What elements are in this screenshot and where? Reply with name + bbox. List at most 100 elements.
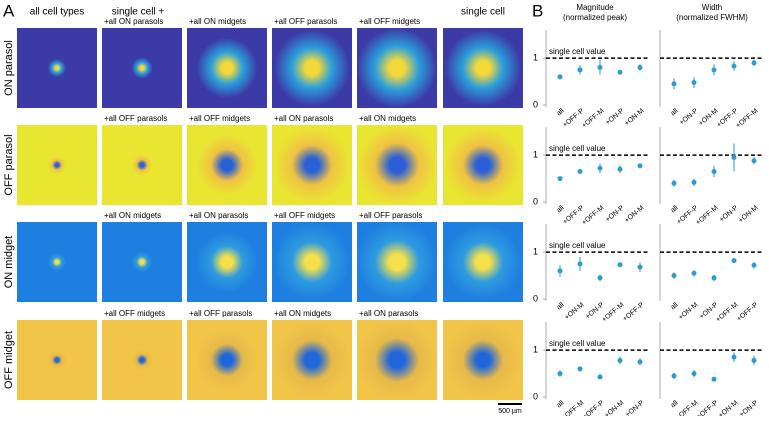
point: [751, 262, 757, 268]
point: [577, 169, 583, 175]
point: [731, 63, 737, 69]
point: [617, 357, 623, 363]
image: [443, 28, 523, 108]
x-tick-label: +OFF-M: [561, 399, 586, 416]
image: [102, 222, 182, 302]
x-tick-label: all: [556, 107, 566, 117]
point: [597, 165, 603, 171]
x-tick-label: +OFF-M: [581, 204, 606, 226]
point: [597, 275, 603, 281]
point: [557, 268, 563, 274]
column-title: (normalized peak): [563, 13, 627, 22]
point: [711, 376, 717, 382]
point: [577, 67, 583, 73]
point: [577, 366, 583, 372]
y-tick-label: 0: [533, 196, 538, 206]
column-title: (normalized FWHM): [676, 13, 748, 22]
image: [272, 28, 352, 108]
image: [357, 222, 437, 302]
panel-label: B: [532, 1, 543, 20]
image: [357, 28, 437, 108]
image: [102, 125, 182, 205]
x-tick-label: all: [556, 301, 566, 311]
x-tick-label: +OFF-P: [696, 399, 720, 416]
column-title: single cell: [461, 7, 505, 18]
row-label: OFF parasol: [3, 134, 15, 195]
y-tick-label: 0: [533, 99, 538, 109]
point: [731, 258, 737, 264]
x-tick-label: +ON-P: [718, 204, 739, 223]
row-label: OFF midget: [3, 331, 15, 389]
image: [443, 125, 523, 205]
x-tick-label: +ON-P: [678, 107, 699, 126]
point: [637, 65, 643, 70]
image: [272, 222, 352, 302]
point: [691, 179, 697, 185]
point: [671, 273, 677, 279]
x-tick-label: +OFF-M: [695, 204, 720, 226]
image: [187, 125, 267, 205]
x-tick-label: +OFF-P: [622, 301, 646, 323]
point: [711, 275, 717, 281]
image: [17, 222, 97, 302]
point: [691, 80, 697, 85]
x-tick-label: +OFF-M: [735, 107, 760, 129]
point: [731, 354, 737, 360]
point: [557, 74, 563, 80]
x-tick-label: +ON-M: [624, 107, 646, 127]
x-tick-label: +ON-M: [738, 204, 760, 224]
x-tick-label: +OFF-M: [601, 301, 626, 323]
row-label: ON midget: [3, 236, 15, 289]
image: [272, 320, 352, 400]
point: [691, 270, 697, 276]
image-label: +all ON parasols: [359, 309, 418, 318]
y-tick-label: 1: [533, 150, 538, 160]
x-tick-label: +ON-P: [624, 399, 645, 416]
column-title: Magnitude: [576, 3, 614, 12]
image-label: +all OFF parasols: [359, 211, 422, 220]
image: [357, 125, 437, 205]
image: [17, 320, 97, 400]
y-tick-label: 0: [533, 293, 538, 303]
x-tick-label: all: [670, 301, 680, 311]
x-tick-label: +ON-M: [564, 301, 586, 321]
point: [751, 158, 757, 164]
point: [637, 163, 643, 169]
image: [17, 125, 97, 205]
image: [443, 222, 523, 302]
row-label: ON parasol: [3, 40, 15, 96]
annotation: single cell value: [549, 241, 606, 250]
point: [691, 371, 697, 377]
image: [272, 125, 352, 205]
annotation: single cell value: [549, 144, 606, 153]
point: [637, 359, 643, 365]
column-title: single cell +: [112, 7, 165, 18]
x-tick-label: all: [556, 399, 566, 409]
point: [671, 81, 677, 87]
point: [557, 176, 563, 182]
image-label: +all OFF midgets: [359, 17, 420, 26]
point: [617, 262, 623, 268]
x-tick-label: all: [670, 107, 680, 117]
x-tick-label: +ON-M: [624, 204, 646, 224]
image-label: +all ON midgets: [359, 114, 416, 123]
image: [187, 28, 267, 108]
point: [617, 166, 623, 172]
point: [711, 67, 717, 73]
x-tick-label: +OFF-P: [736, 301, 760, 323]
point: [671, 180, 677, 186]
point: [597, 374, 603, 380]
image-label: +all OFF midgets: [274, 211, 335, 220]
x-tick-label: +OFF-M: [675, 399, 700, 416]
point: [751, 357, 757, 363]
point: [557, 371, 563, 377]
column-title: Width: [702, 3, 722, 12]
x-tick-label: all: [670, 399, 680, 409]
y-tick-label: 1: [533, 53, 538, 63]
x-tick-label: +ON-P: [604, 204, 625, 223]
image-label: +all ON midgets: [104, 211, 161, 220]
panel-label: A: [3, 1, 15, 20]
x-tick-label: +OFF-P: [582, 399, 606, 416]
annotation: single cell value: [549, 47, 606, 56]
point: [671, 373, 677, 379]
